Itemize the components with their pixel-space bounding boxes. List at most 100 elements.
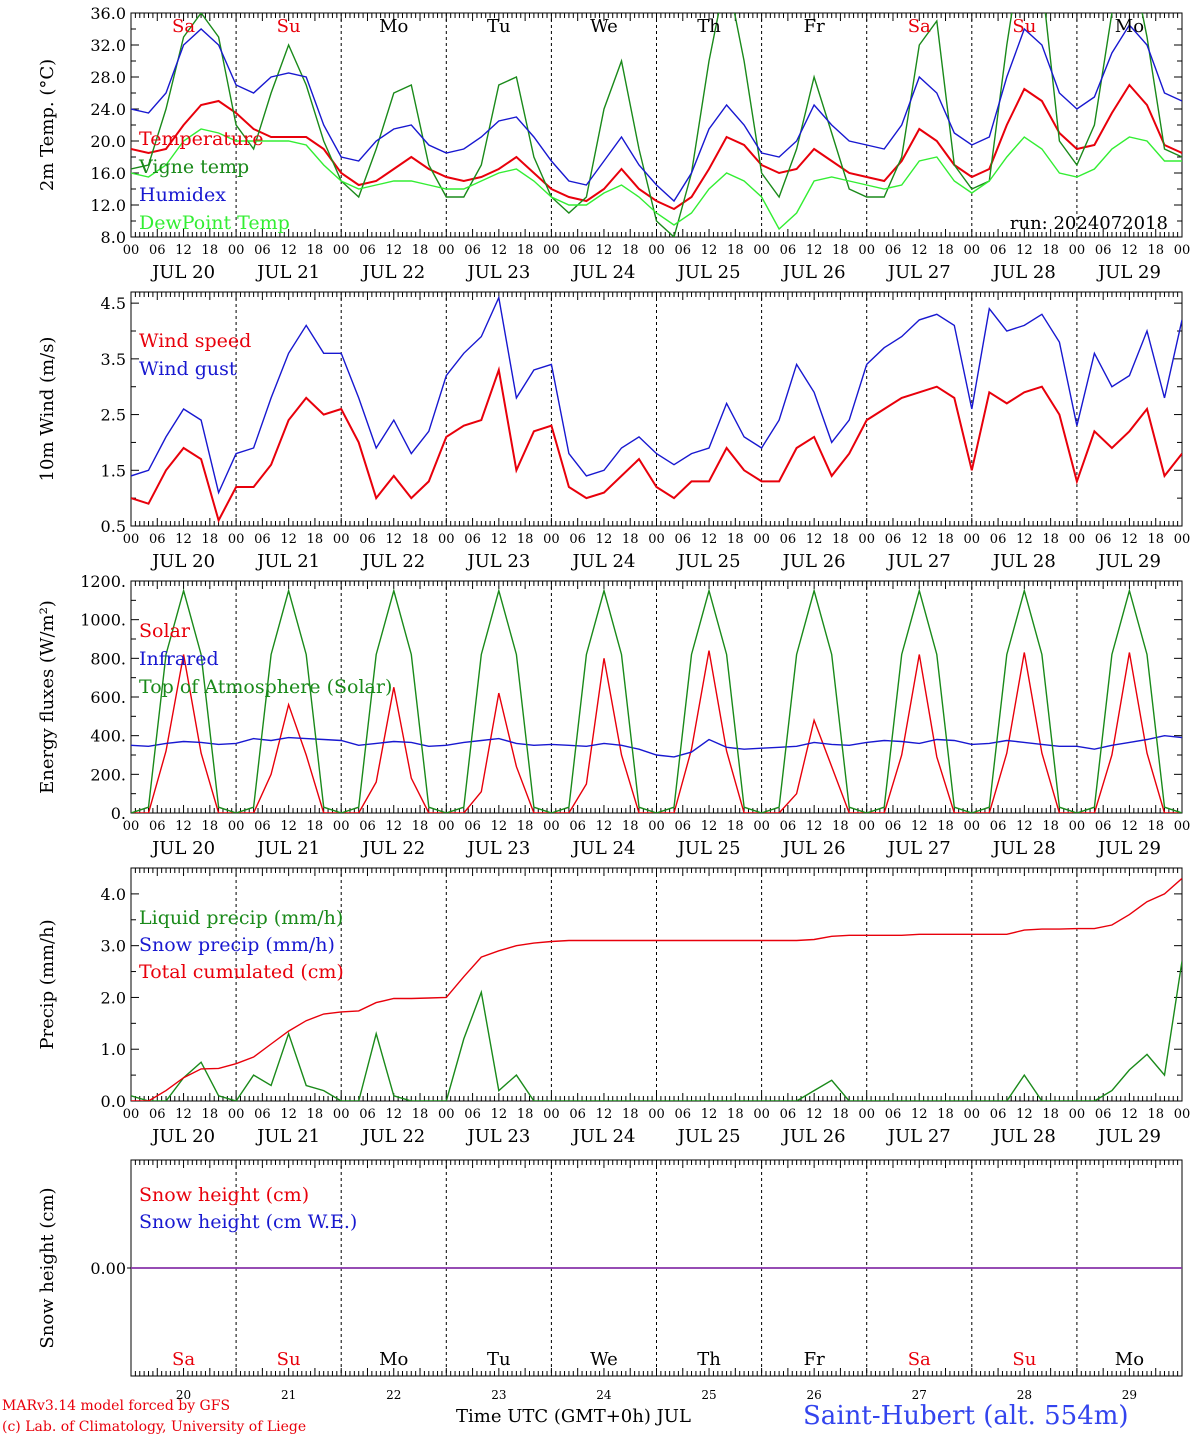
hour-tick-label: 12 <box>596 819 613 834</box>
hour-tick-label: 18 <box>1147 1107 1164 1122</box>
hour-tick-label: 12 <box>911 243 928 258</box>
weekday-label: Tu <box>487 16 511 37</box>
hour-tick-label: 00 <box>438 532 455 547</box>
hour-tick-label: 12 <box>806 1107 823 1122</box>
hour-tick-label: 00 <box>1069 1107 1086 1122</box>
date-label: JUL 29 <box>1096 838 1161 859</box>
y-tick-label: 400. <box>90 727 126 746</box>
hour-tick-label: 18 <box>517 532 534 547</box>
hour-tick-label: 18 <box>517 819 534 834</box>
y-tick-label: 3.5 <box>101 350 126 369</box>
hour-tick-label: 00 <box>1174 532 1191 547</box>
hour-tick-label: 00 <box>228 243 245 258</box>
legend-entry: Snow precip (mm/h) <box>139 934 335 956</box>
hour-tick-label: 06 <box>990 1107 1007 1122</box>
hour-tick-label: 00 <box>333 1107 350 1122</box>
y-axis-label: 2m Temp. (°C) <box>37 59 58 191</box>
weekday-label: Sa <box>172 1349 195 1370</box>
hour-tick-label: 00 <box>964 819 981 834</box>
date-label: JUL 27 <box>886 551 951 572</box>
hour-tick-label: 06 <box>569 532 586 547</box>
weekday-label: Su <box>1012 1349 1036 1370</box>
hour-tick-label: 00 <box>333 819 350 834</box>
hour-tick-label: 12 <box>596 243 613 258</box>
hour-tick-label: 06 <box>569 1107 586 1122</box>
hour-tick-label: 18 <box>307 532 324 547</box>
y-tick-label: 4.0 <box>101 885 126 904</box>
y-tick-label: 0.0 <box>101 1092 126 1111</box>
date-label: JUL 23 <box>465 551 530 572</box>
date-label: JUL 25 <box>676 551 741 572</box>
hour-tick-label: 18 <box>937 243 954 258</box>
weekday-label: Th <box>697 1349 721 1370</box>
hour-tick-label: 12 <box>175 1107 192 1122</box>
hour-tick-label: 00 <box>858 243 875 258</box>
weekday-label: Fr <box>804 1349 825 1370</box>
hour-tick-label: 18 <box>1147 532 1164 547</box>
day-number-label: 24 <box>596 1388 612 1402</box>
legend-entry: Temperature <box>139 128 263 150</box>
day-number-label: 22 <box>386 1388 401 1402</box>
hour-tick-label: 00 <box>753 1107 770 1122</box>
hour-tick-label: 06 <box>885 243 902 258</box>
hour-tick-label: 00 <box>333 532 350 547</box>
hour-tick-label: 12 <box>1016 819 1033 834</box>
hour-tick-label: 06 <box>990 243 1007 258</box>
weekday-label: Fr <box>804 16 825 37</box>
hour-tick-label: 00 <box>753 243 770 258</box>
y-tick-label: 24.0 <box>90 100 126 119</box>
y-tick-label: 3.0 <box>101 937 126 956</box>
date-label: JUL 20 <box>150 262 215 283</box>
hour-tick-label: 18 <box>832 243 849 258</box>
hour-tick-label: 18 <box>937 819 954 834</box>
panel-2 <box>130 291 1183 527</box>
hour-tick-label: 06 <box>359 532 376 547</box>
day-number-label: 28 <box>1017 1388 1032 1402</box>
hour-tick-label: 12 <box>175 819 192 834</box>
weekday-label: Su <box>1012 16 1036 37</box>
hour-tick-label: 12 <box>1121 819 1138 834</box>
day-number-label: 21 <box>281 1388 296 1402</box>
y-tick-label: 800. <box>90 649 126 668</box>
weekday-label: Mo <box>379 1349 408 1370</box>
hour-tick-label: 06 <box>254 243 271 258</box>
hour-tick-label: 18 <box>832 532 849 547</box>
hour-tick-label: 06 <box>885 1107 902 1122</box>
hour-tick-label: 00 <box>123 243 140 258</box>
hour-tick-label: 18 <box>937 532 954 547</box>
hour-tick-label: 06 <box>149 243 166 258</box>
hour-tick-label: 18 <box>727 1107 744 1122</box>
y-tick-label: 1000. <box>80 611 126 630</box>
hour-tick-label: 06 <box>149 532 166 547</box>
hour-tick-label: 00 <box>543 532 560 547</box>
hour-tick-label: 18 <box>727 532 744 547</box>
hour-tick-label: 18 <box>307 243 324 258</box>
hour-tick-label: 06 <box>149 819 166 834</box>
y-tick-label: 0.5 <box>101 517 126 536</box>
hour-tick-label: 18 <box>622 819 639 834</box>
hour-tick-label: 06 <box>885 532 902 547</box>
hour-tick-label: 18 <box>202 819 219 834</box>
hour-tick-label: 00 <box>964 532 981 547</box>
date-label: JUL 22 <box>360 838 425 859</box>
weekday-label: Su <box>277 16 301 37</box>
date-label: JUL 24 <box>570 838 635 859</box>
hour-tick-label: 12 <box>911 819 928 834</box>
hour-tick-label: 06 <box>254 532 271 547</box>
legend-entry: Infrared <box>139 648 219 670</box>
hour-tick-label: 12 <box>701 243 718 258</box>
x-axis-title: Time UTC (GMT+0h) JUL <box>456 1406 691 1427</box>
hour-tick-label: 00 <box>964 243 981 258</box>
y-tick-label: 1200. <box>80 572 126 591</box>
legend-entry: Vigne temp <box>138 156 249 178</box>
legend-entry: Humidex <box>139 184 226 206</box>
date-label: JUL 28 <box>991 551 1056 572</box>
hour-tick-label: 12 <box>701 532 718 547</box>
hour-tick-label: 00 <box>648 243 665 258</box>
hour-tick-label: 18 <box>412 819 429 834</box>
hour-tick-label: 12 <box>280 819 297 834</box>
hour-tick-label: 00 <box>438 1107 455 1122</box>
date-label: JUL 23 <box>465 838 530 859</box>
hour-tick-label: 00 <box>228 1107 245 1122</box>
